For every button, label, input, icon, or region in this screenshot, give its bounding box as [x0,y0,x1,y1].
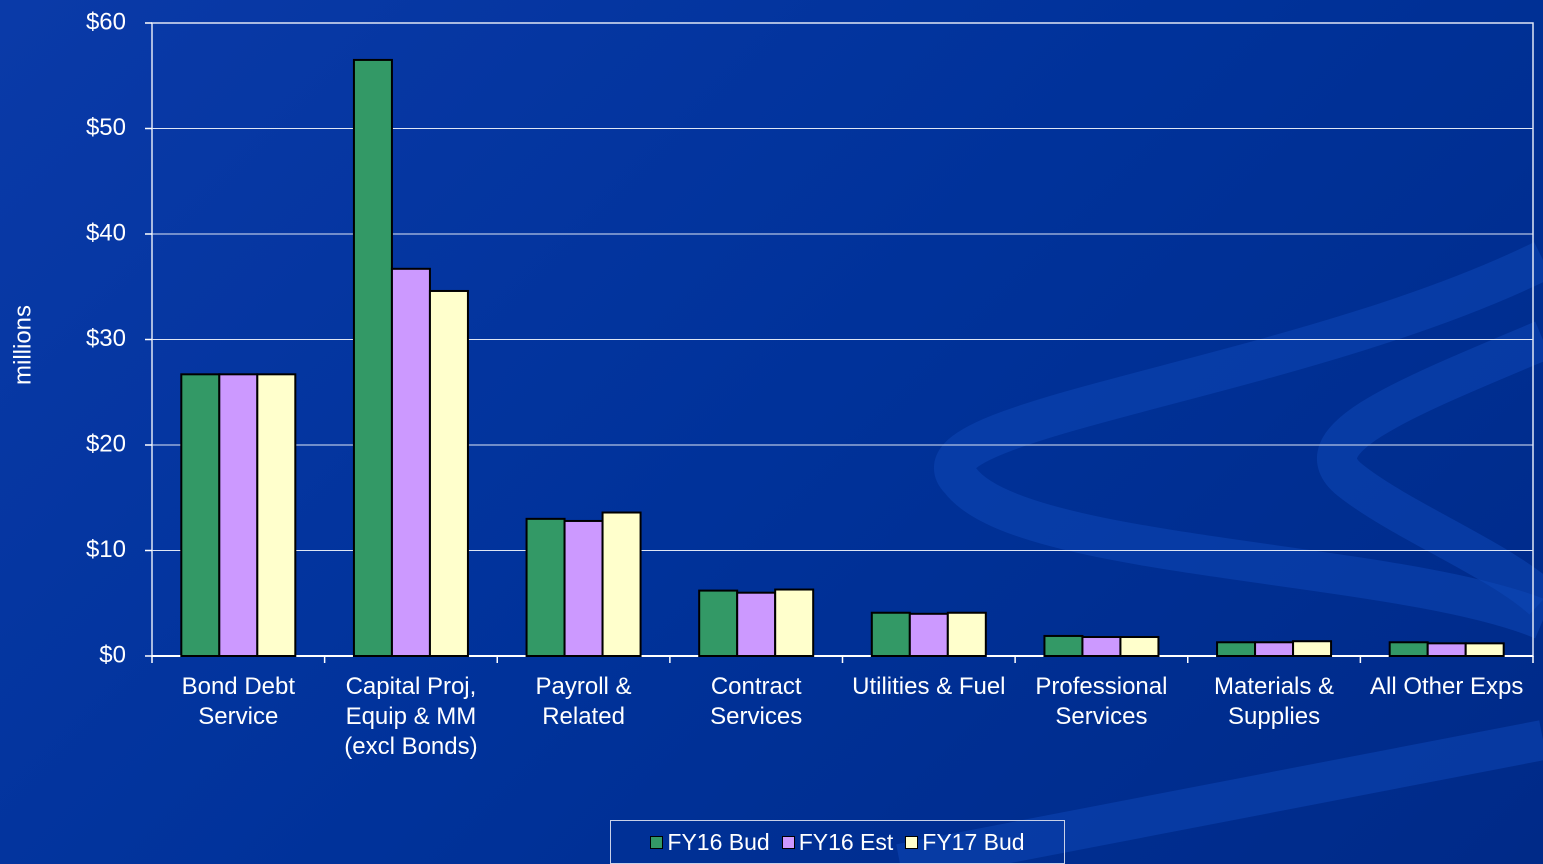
bar [1081,636,1122,658]
bar [256,373,297,657]
bar [218,373,259,657]
bar [698,589,739,658]
bar [563,519,604,658]
y-axis-label: millions [9,305,36,385]
x-tick-label: Contract Services [710,673,803,730]
y-tick-label: $60 [86,8,126,35]
bar [428,289,469,657]
legend-label: FY16 Bud [667,828,770,855]
bar [1292,640,1333,657]
y-tick-label: $10 [86,536,126,563]
y-tick-label: $50 [86,114,126,141]
bar [774,588,815,657]
bar [1216,641,1257,657]
bar [870,611,911,657]
x-tick-label: Professional Services [1035,673,1168,730]
x-tick-label: Bond Debt Service [181,673,296,730]
bar [525,517,566,657]
legend-swatch [650,835,664,849]
legend-swatch [905,835,919,849]
bar [1043,634,1084,658]
x-tick-label: Utilities & Fuel [852,673,1006,700]
x-tick-label: All Other Exps [1369,673,1524,700]
legend: FY16 Bud FY16 Est FY17 Bud [610,820,1065,864]
bar [1464,642,1505,658]
x-tick-label: Payroll & Related [535,673,632,730]
bar [1119,636,1160,658]
legend-label: FY17 Bud [922,828,1025,855]
legend-label: FY16 Est [798,828,894,855]
bar [908,612,949,657]
legend-item: FY17 Bud [905,828,1025,856]
bar [736,591,777,658]
y-tick-label: $40 [86,219,126,246]
y-tick-label: $0 [99,641,126,668]
bar [390,267,431,657]
y-tick-label: $30 [86,325,126,352]
bar [946,611,987,657]
x-tick-label: Materials & Supplies [1214,673,1335,730]
bar [180,373,221,657]
bar [1426,642,1467,658]
y-tick-label: $20 [86,430,126,457]
bar [1388,641,1429,657]
x-tick-label: Capital Proj, Equip & MM (excl Bonds) [344,673,478,760]
legend-item: FY16 Bud [650,828,770,856]
bar [352,58,393,658]
legend-swatch [781,835,795,849]
bar [601,511,642,658]
decoration [896,242,1543,864]
bar [1254,641,1295,657]
legend-item: FY16 Est [781,828,894,856]
